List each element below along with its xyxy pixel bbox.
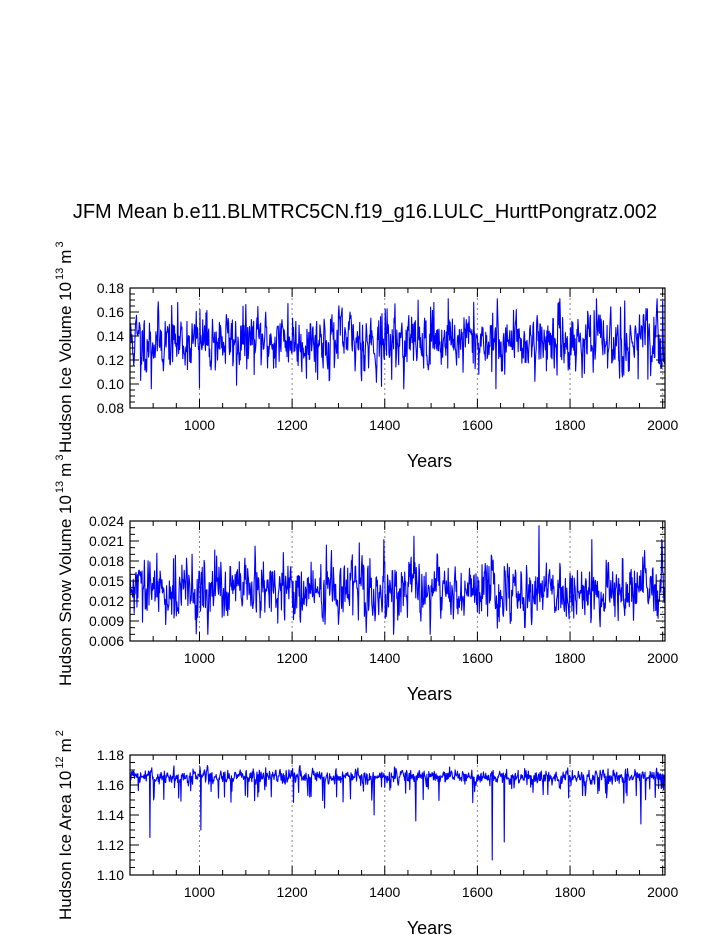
x-tick-label: 1000 (184, 650, 215, 666)
y-tick-label: 0.024 (89, 513, 124, 529)
y-axis-label: Hudson Ice Volume 1013m3 (54, 241, 75, 453)
x-tick-label: 1600 (462, 884, 493, 900)
y-tick-label: 0.012 (89, 593, 124, 609)
x-tick-label: 1000 (184, 884, 215, 900)
x-axis-label: Years (407, 918, 452, 935)
y-tick-label: 0.14 (97, 328, 124, 344)
x-tick-label: 1600 (462, 417, 493, 433)
x-tick-label: 1200 (277, 650, 308, 666)
x-axis-label: Years (407, 684, 452, 704)
y-tick-label: 1.12 (97, 837, 124, 853)
y-tick-label: 1.14 (97, 807, 124, 823)
x-tick-label: 1800 (554, 417, 585, 433)
x-tick-label: 1400 (369, 650, 400, 666)
plot-frame (129, 520, 666, 642)
y-tick-label: 0.12 (97, 352, 124, 368)
x-tick-label: 1800 (554, 650, 585, 666)
y-tick-label: 0.015 (89, 573, 124, 589)
y-tick-label: 0.18 (97, 280, 124, 296)
chart-panel-2: 1000 1200 1400 1600 1800 2000 0.006 0.009 0.012 0… (54, 455, 678, 704)
y-tick-label: 0.009 (89, 613, 124, 629)
chart-panel-3: 1000 1200 1400 1600 1800 2000 1.10 1.12 1.14 1.16… (54, 730, 678, 935)
chart-title: JFM Mean b.e11.BLMTRC5CN.f19_g16.LULC_Hu… (73, 201, 657, 223)
x-axis-label: Years (407, 451, 452, 471)
y-axis-label: Hudson Ice Area 1012m2 (54, 730, 75, 920)
x-tick-label: 1600 (462, 650, 493, 666)
data-series-line (129, 764, 666, 861)
x-tick-label: 1800 (554, 884, 585, 900)
y-tick-label: 1.10 (97, 867, 124, 883)
y-axis-label: Hudson Snow Volume 1013m3 (54, 455, 75, 686)
y-tick-label: 0.10 (97, 376, 124, 392)
chart-panel-1: 1000 1200 1400 1600 1800 2000 0.08 0.10 0.12 0.14… (54, 241, 678, 471)
x-tick-label: 2000 (647, 650, 678, 666)
x-tick-label: 1000 (184, 417, 215, 433)
x-tick-label: 1400 (369, 417, 400, 433)
y-tick-label: 1.16 (97, 777, 124, 793)
x-tick-label: 1400 (369, 884, 400, 900)
y-tick-label: 0.018 (89, 553, 124, 569)
x-tick-label: 1200 (277, 417, 308, 433)
data-series-line (129, 525, 666, 635)
y-tick-label: 0.006 (89, 633, 124, 649)
y-tick-label: 0.021 (89, 533, 124, 549)
x-tick-label: 2000 (647, 417, 678, 433)
y-tick-label: 1.18 (97, 747, 124, 763)
x-tick-label: 1200 (277, 884, 308, 900)
data-series-line (129, 298, 666, 390)
y-tick-label: 0.08 (97, 400, 124, 416)
x-tick-label: 2000 (647, 884, 678, 900)
y-tick-label: 0.16 (97, 304, 124, 320)
